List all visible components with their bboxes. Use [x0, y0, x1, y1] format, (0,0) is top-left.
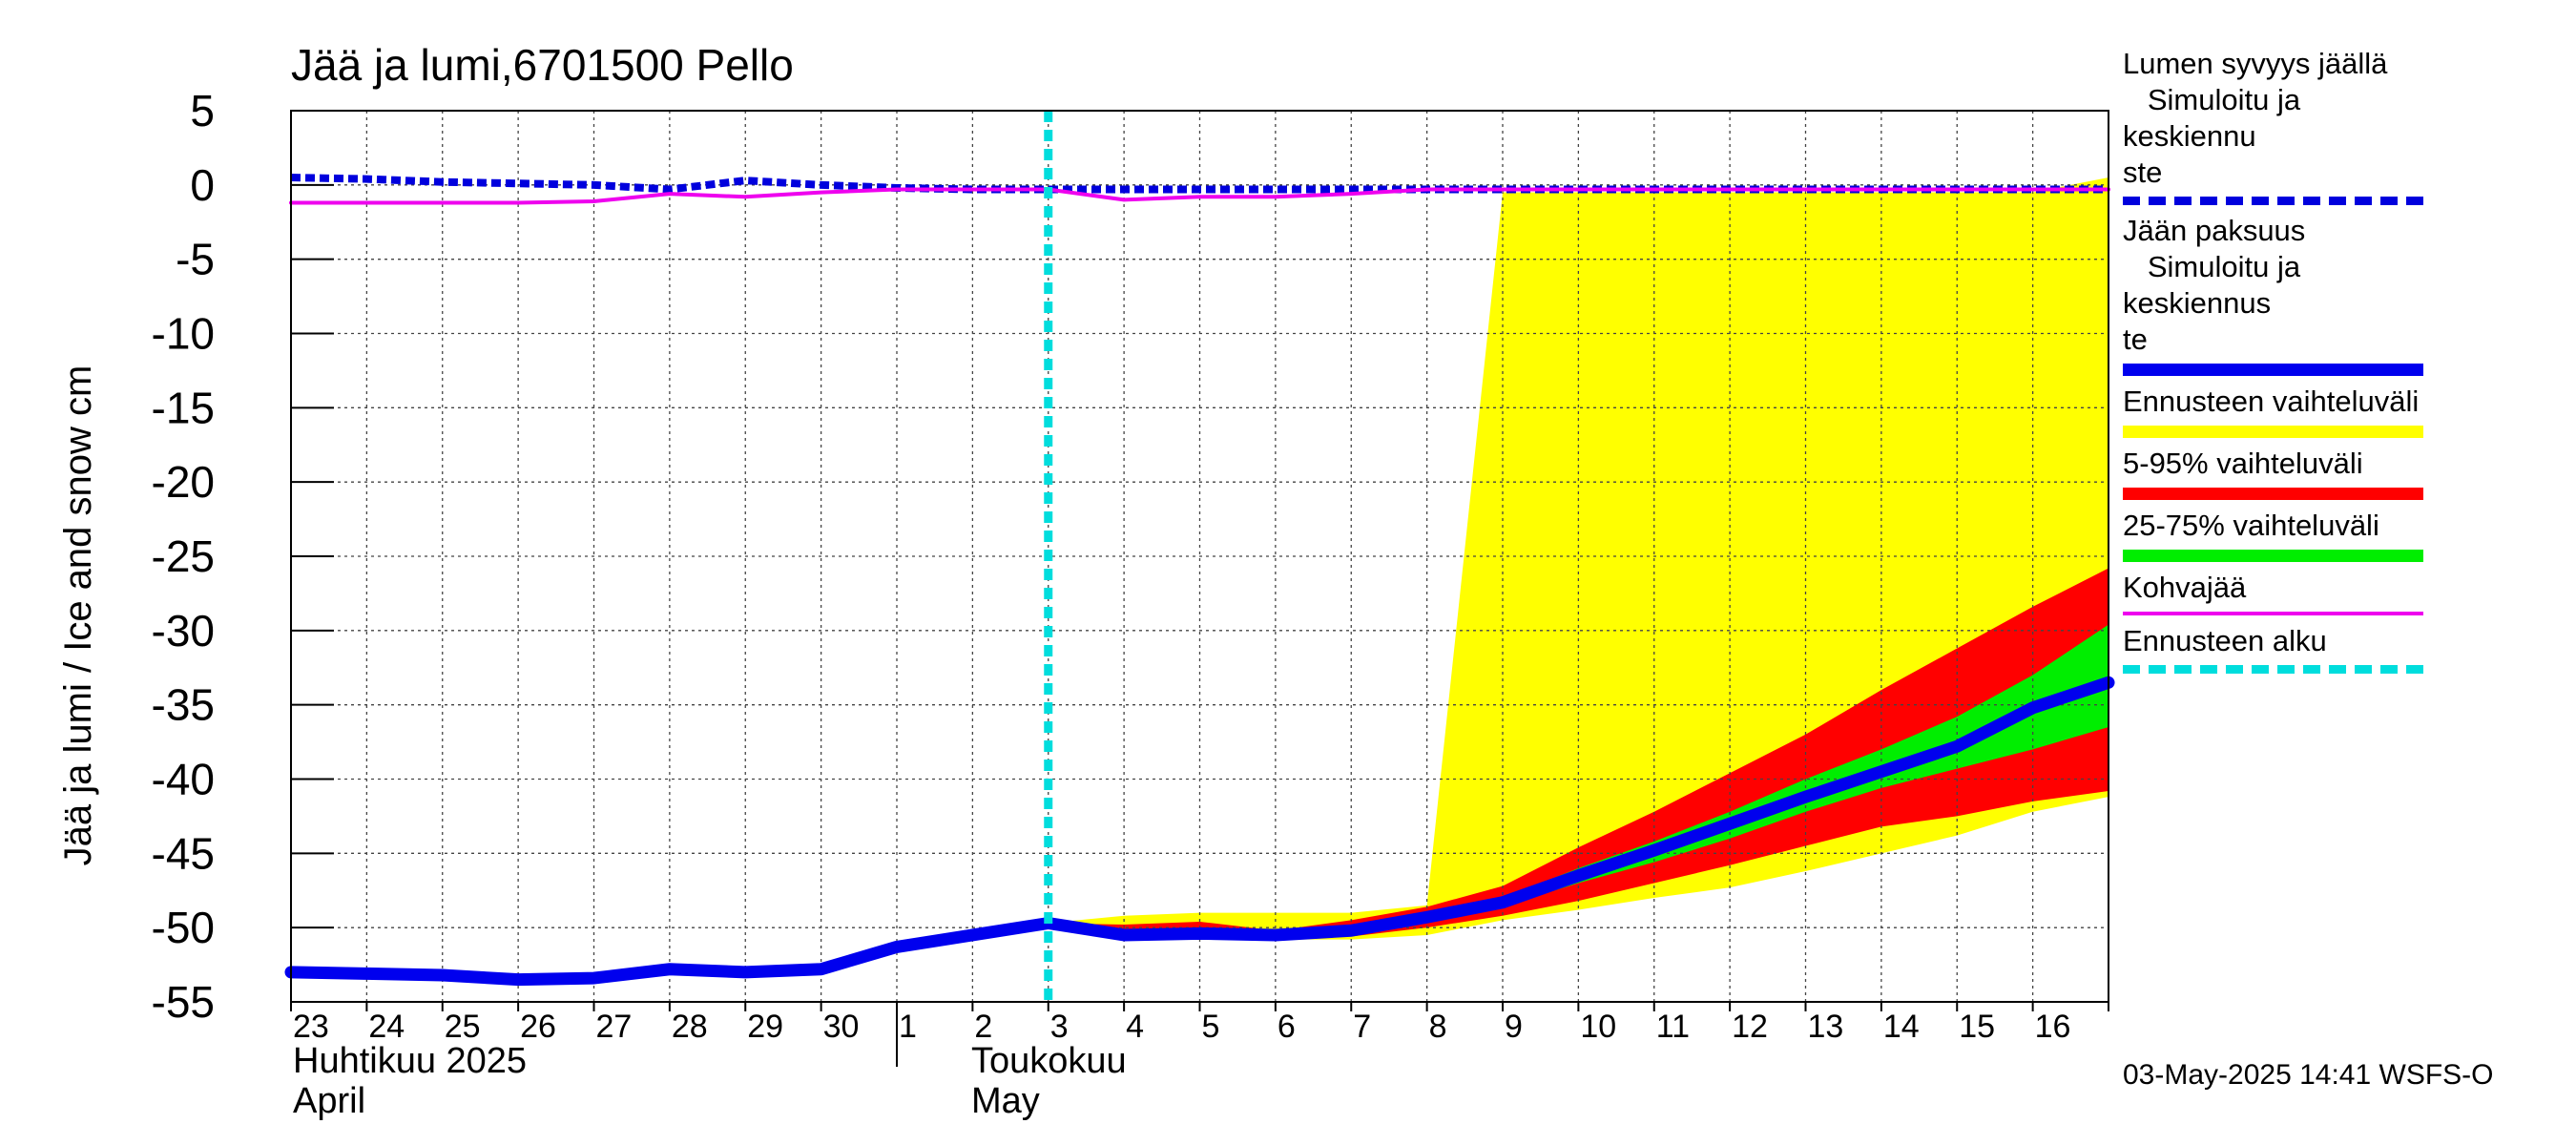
legend-swatch	[2123, 197, 2423, 205]
y-tick-label: -20	[152, 457, 215, 507]
y-tick-label: -10	[152, 309, 215, 359]
y-tick-label: 0	[190, 160, 215, 210]
x-tick-label: 23	[293, 1009, 329, 1045]
x-tick-label: 11	[1656, 1009, 1690, 1045]
series-lumen-syvyys-j-ll-simuloitu-ja-keskiennuste	[290, 174, 2109, 194]
legend-item-kohvaj: Kohvajää	[2123, 570, 2438, 615]
x-tick-label: 14	[1883, 1009, 1920, 1045]
legend-label: Lumen syvyys jäällä Simuloitu ja keskien…	[2123, 47, 2388, 189]
legend-item-ennusteen-vaihteluv-li: Ennusteen vaihteluväli	[2123, 384, 2438, 438]
legend-swatch	[2123, 488, 2423, 500]
x-tick-label: 29	[747, 1009, 783, 1045]
legend-swatch	[2123, 364, 2423, 376]
x-tick-label: 7	[1353, 1009, 1371, 1045]
y-tick-label: -50	[152, 903, 215, 952]
month-label-en: May	[971, 1081, 1040, 1121]
y-tick-label: -15	[152, 383, 215, 432]
y-tick-label: -45	[152, 828, 215, 878]
y-tick-label: -30	[152, 606, 215, 656]
x-tick-label: 24	[368, 1009, 405, 1045]
y-tick-label: -55	[152, 977, 215, 1027]
x-tick-label: 13	[1808, 1009, 1844, 1045]
y-axis-label: Jää ja lumi / Ice and snow cm	[57, 365, 99, 866]
y-tick-label: -35	[152, 680, 215, 730]
x-tick-label: 26	[520, 1009, 556, 1045]
x-tick-label: 1	[899, 1009, 917, 1045]
series-j-n-paksuus-simuloitu-ja-keskiennuste	[284, 676, 2115, 987]
x-tick-label: 12	[1732, 1009, 1768, 1045]
legend-swatch	[2123, 612, 2423, 615]
x-tick-label: 3	[1050, 1009, 1069, 1045]
x-tick-label: 6	[1278, 1009, 1296, 1045]
y-tick-label: -5	[176, 235, 215, 284]
legend-item-ennusteen-alku: Ennusteen alku	[2123, 623, 2438, 674]
x-tick-label: 16	[2035, 1009, 2071, 1045]
footer-timestamp: 03-May-2025 14:41 WSFS-O	[2123, 1059, 2494, 1091]
legend-item-25-75-vaihteluv-li: 25-75% vaihteluväli	[2123, 508, 2438, 562]
series-kohvaj	[289, 187, 2110, 205]
x-tick-label: 25	[445, 1009, 481, 1045]
legend-label: Kohvajää	[2123, 571, 2247, 604]
x-tick-label: 28	[672, 1009, 708, 1045]
x-tick-label: 30	[823, 1009, 860, 1045]
x-tick-label: 4	[1126, 1009, 1144, 1045]
x-tick-label: 9	[1505, 1009, 1523, 1045]
series-lines	[284, 174, 2115, 987]
legend-item-lumen-syvyys-j-ll-simuloitu-ja-keskiennu-ste: Lumen syvyys jäällä Simuloitu ja keskien…	[2123, 46, 2438, 205]
x-tick-label: 5	[1202, 1009, 1220, 1045]
legend-label: Ennusteen vaihteluväli	[2123, 385, 2420, 418]
chart-title: Jää ja lumi,6701500 Pello	[291, 40, 794, 90]
legend-swatch	[2123, 665, 2423, 674]
x-tick-label: 8	[1429, 1009, 1447, 1045]
x-tick-label: 27	[596, 1009, 633, 1045]
month-label-fi: Toukokuu	[971, 1041, 1127, 1081]
x-tick-labels: 23 24 25 26 27 28 29 30 1 2 3 4 5 6 7 8 9 10 11 12 13 14 15 16	[293, 1009, 2070, 1045]
y-tick-label: -25	[152, 531, 215, 581]
month-label-fi: Huhtikuu 2025	[293, 1041, 527, 1081]
legend-label: 5-95% vaihteluväli	[2123, 447, 2363, 480]
legend-swatch	[2123, 550, 2423, 562]
x-tick-label: 10	[1580, 1009, 1616, 1045]
x-tick-label: 15	[1959, 1009, 1995, 1045]
month-label-en: April	[293, 1081, 365, 1121]
legend-label: Jään paksuus Simuloitu ja keskiennus te	[2123, 214, 2306, 356]
axes	[290, 110, 2109, 1067]
y-tick-labels: 5 0 -5 -10 -15 -20 -25 -30 -35 -40 -45 -50 -55	[152, 86, 215, 1027]
y-tick-label: 5	[190, 86, 215, 135]
legend-swatch	[2123, 426, 2423, 438]
legend-label: 25-75% vaihteluväli	[2123, 509, 2379, 542]
legend-label: Ennusteen alku	[2123, 624, 2327, 657]
legend: Lumen syvyys jäällä Simuloitu ja keskien…	[2123, 46, 2438, 681]
legend-item-5-95-vaihteluv-li: 5-95% vaihteluväli	[2123, 446, 2438, 500]
legend-item-j-n-paksuus-simuloitu-ja-keskiennus-te: Jään paksuus Simuloitu ja keskiennus te	[2123, 213, 2438, 376]
y-tick-label: -40	[152, 755, 215, 804]
x-tick-label: 2	[974, 1009, 992, 1045]
